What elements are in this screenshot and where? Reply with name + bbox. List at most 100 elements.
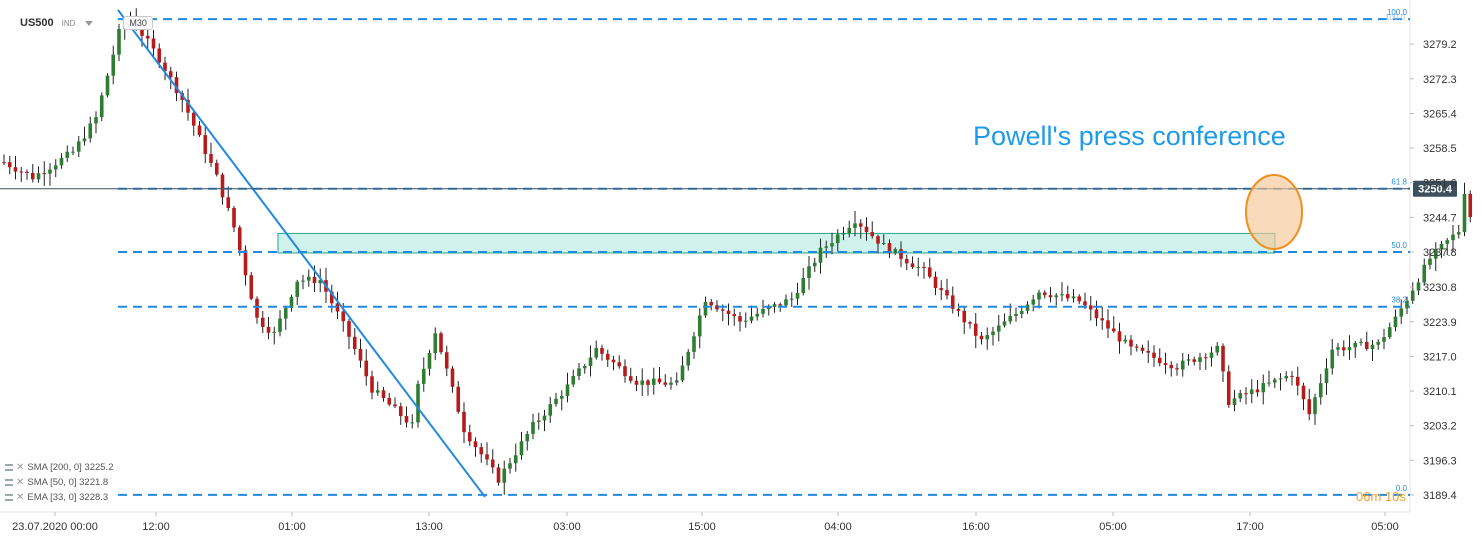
candle bbox=[393, 397, 397, 409]
candle-body bbox=[899, 249, 903, 259]
candle bbox=[1410, 282, 1415, 304]
candle-body bbox=[732, 314, 737, 317]
candle-body bbox=[1094, 309, 1099, 319]
candle-body bbox=[341, 311, 346, 322]
candle-body bbox=[278, 318, 282, 332]
candle-body bbox=[887, 242, 892, 254]
indicator-settings-icon[interactable] bbox=[5, 479, 13, 486]
candle-body bbox=[956, 308, 961, 311]
candle bbox=[1071, 289, 1076, 303]
candle bbox=[214, 159, 219, 177]
candle-body bbox=[370, 376, 374, 393]
candle bbox=[772, 301, 777, 313]
indicator-sma200[interactable]: ✕ SMA [200, 0] 3225.2 bbox=[5, 462, 113, 473]
fibonacci-level-label: 100.0 bbox=[1387, 8, 1408, 17]
candle-body bbox=[1065, 294, 1070, 299]
candle bbox=[1244, 387, 1248, 405]
candle bbox=[479, 443, 484, 463]
candle-body bbox=[105, 75, 110, 96]
candle bbox=[335, 291, 340, 320]
candle bbox=[801, 268, 806, 296]
indicator-sma50[interactable]: ✕ SMA [50, 0] 3221.8 bbox=[5, 477, 108, 488]
candle-body bbox=[795, 293, 800, 299]
chevron-down-icon[interactable] bbox=[85, 20, 94, 26]
candle-body bbox=[94, 117, 98, 124]
current-price-badge bbox=[1413, 180, 1457, 197]
price-tick-label: 3223.9 bbox=[1423, 317, 1457, 329]
close-icon[interactable]: ✕ bbox=[16, 477, 25, 488]
candle bbox=[1278, 373, 1283, 391]
close-icon[interactable]: ✕ bbox=[16, 492, 25, 503]
candle bbox=[1468, 190, 1473, 223]
candle-body bbox=[42, 173, 47, 175]
candle bbox=[36, 166, 41, 183]
candle bbox=[306, 269, 311, 287]
candle-body bbox=[577, 368, 581, 377]
indicator-settings-icon[interactable] bbox=[5, 464, 13, 471]
candle bbox=[1198, 352, 1202, 370]
candle bbox=[444, 345, 449, 377]
time-tick-label: 23.07.2020 00:00 bbox=[12, 521, 98, 533]
candle-body bbox=[352, 336, 357, 350]
candle bbox=[962, 305, 967, 334]
support-zone[interactable] bbox=[277, 232, 1276, 254]
candle bbox=[1295, 366, 1300, 396]
time-tick-label: 01:00 bbox=[278, 521, 306, 533]
indicator-label: SMA [200, 0] 3225.2 bbox=[27, 462, 114, 473]
candle-body bbox=[1347, 347, 1352, 351]
candle-body bbox=[830, 243, 834, 247]
candle bbox=[830, 232, 834, 255]
price-tick-label: 3189.4 bbox=[1423, 490, 1457, 502]
candle-body bbox=[950, 295, 955, 309]
trend-line[interactable] bbox=[117, 9, 486, 498]
candle-body bbox=[881, 242, 886, 244]
candle bbox=[864, 217, 869, 241]
candle-body bbox=[1468, 193, 1473, 218]
candle bbox=[1100, 306, 1105, 330]
candle bbox=[996, 314, 1001, 342]
candle-body bbox=[680, 365, 685, 381]
candle bbox=[870, 221, 875, 239]
candle-body bbox=[904, 258, 909, 264]
candle-body bbox=[1244, 393, 1248, 395]
candle-body bbox=[13, 167, 18, 172]
candle bbox=[7, 155, 12, 175]
candle bbox=[1123, 335, 1128, 344]
indicator-ema33[interactable]: ✕ EMA [33, 0] 3228.3 bbox=[5, 492, 108, 503]
candle bbox=[991, 326, 995, 346]
candle-body bbox=[1261, 383, 1266, 393]
candle-body bbox=[1428, 258, 1432, 265]
candle-body bbox=[841, 233, 846, 235]
candle bbox=[1203, 353, 1208, 370]
candle bbox=[1324, 358, 1329, 395]
candle bbox=[1014, 307, 1018, 322]
close-icon[interactable]: ✕ bbox=[16, 462, 25, 473]
candle bbox=[847, 220, 852, 238]
candle-body bbox=[979, 335, 984, 340]
candle bbox=[916, 257, 921, 277]
candle-body bbox=[973, 323, 978, 336]
candle bbox=[197, 121, 202, 137]
price-tick-label: 3203.2 bbox=[1423, 421, 1457, 433]
candle bbox=[191, 109, 196, 136]
candle-body bbox=[59, 157, 64, 166]
candle bbox=[559, 390, 564, 411]
candle bbox=[789, 292, 794, 307]
timeframe-button[interactable]: M30 bbox=[123, 16, 153, 30]
candle-body bbox=[53, 165, 58, 170]
candle-body bbox=[1422, 264, 1427, 283]
candle bbox=[19, 166, 24, 183]
candle bbox=[939, 280, 944, 301]
candle bbox=[387, 393, 392, 407]
candle bbox=[1433, 242, 1438, 272]
plot-area[interactable] bbox=[0, 0, 1410, 512]
candle bbox=[1393, 309, 1398, 332]
candle bbox=[743, 312, 748, 328]
price-tick-label: 3279.2 bbox=[1423, 39, 1457, 51]
candle-body bbox=[692, 336, 696, 352]
indicator-settings-icon[interactable] bbox=[5, 494, 13, 501]
candle-body bbox=[858, 223, 863, 227]
indicator-label: EMA [33, 0] 3228.3 bbox=[27, 492, 109, 503]
candle-body bbox=[1255, 389, 1260, 393]
